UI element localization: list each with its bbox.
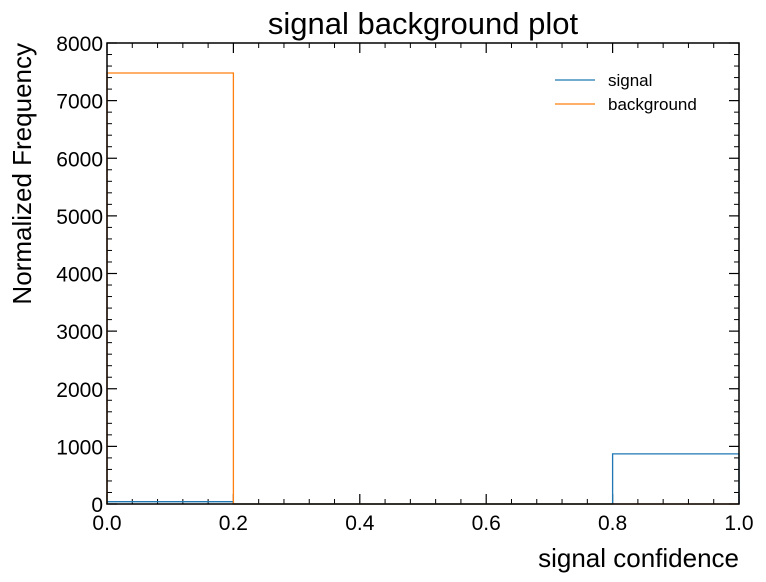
y-tick-label: 0 — [91, 494, 103, 517]
y-axis-label: Normalized Frequency — [7, 43, 37, 305]
x-tick-label: 0.2 — [219, 512, 248, 535]
x-tick-labels: 0.0 0.2 0.4 0.6 0.8 1.0 — [92, 512, 753, 535]
y-tick-label: 3000 — [56, 321, 103, 344]
y-tick-labels: 0 1000 2000 3000 4000 5000 6000 7000 8000 — [56, 33, 103, 517]
minor-ticks — [107, 43, 739, 504]
y-tick-label: 4000 — [56, 264, 103, 287]
y-tick-label: 6000 — [56, 148, 103, 171]
x-tick-label: 0.0 — [92, 512, 121, 535]
y-tick-label: 8000 — [56, 33, 103, 56]
y-tick-label: 1000 — [56, 436, 103, 459]
x-tick-label: 1.0 — [724, 512, 753, 535]
x-axis-label: signal confidence — [538, 543, 739, 573]
x-tick-label: 0.6 — [472, 512, 501, 535]
x-tick-label: 0.8 — [598, 512, 627, 535]
chart-title: signal background plot — [268, 6, 579, 41]
legend-label-signal: signal — [608, 71, 652, 90]
y-tick-label: 2000 — [56, 379, 103, 402]
y-tick-label: 7000 — [56, 91, 103, 114]
legend: signal background — [555, 71, 697, 114]
legend-label-background: background — [608, 95, 697, 114]
plot-frame — [106, 42, 740, 505]
y-tick-label: 5000 — [56, 206, 103, 229]
x-tick-label: 0.4 — [345, 512, 375, 535]
